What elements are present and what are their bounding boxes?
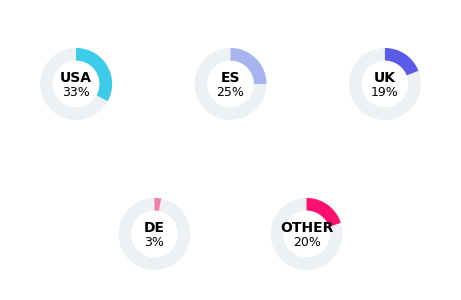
- Circle shape: [207, 61, 254, 107]
- Text: 19%: 19%: [371, 85, 399, 99]
- Circle shape: [118, 198, 190, 270]
- Polygon shape: [76, 48, 112, 101]
- Polygon shape: [154, 198, 161, 211]
- Text: UK: UK: [374, 71, 396, 85]
- Polygon shape: [230, 48, 266, 84]
- Circle shape: [361, 61, 408, 107]
- Text: OTHER: OTHER: [280, 221, 333, 235]
- Circle shape: [271, 198, 343, 270]
- Circle shape: [131, 211, 178, 257]
- Polygon shape: [385, 48, 419, 75]
- Text: 25%: 25%: [217, 85, 244, 99]
- Text: USA: USA: [60, 71, 92, 85]
- Circle shape: [53, 61, 100, 107]
- Circle shape: [349, 48, 421, 120]
- Circle shape: [283, 211, 330, 257]
- Text: ES: ES: [221, 71, 240, 85]
- Text: 20%: 20%: [293, 236, 320, 249]
- Circle shape: [195, 48, 266, 120]
- Text: 3%: 3%: [144, 236, 165, 249]
- Polygon shape: [307, 198, 341, 227]
- Text: DE: DE: [144, 221, 165, 235]
- Text: 33%: 33%: [62, 85, 90, 99]
- Circle shape: [40, 48, 112, 120]
